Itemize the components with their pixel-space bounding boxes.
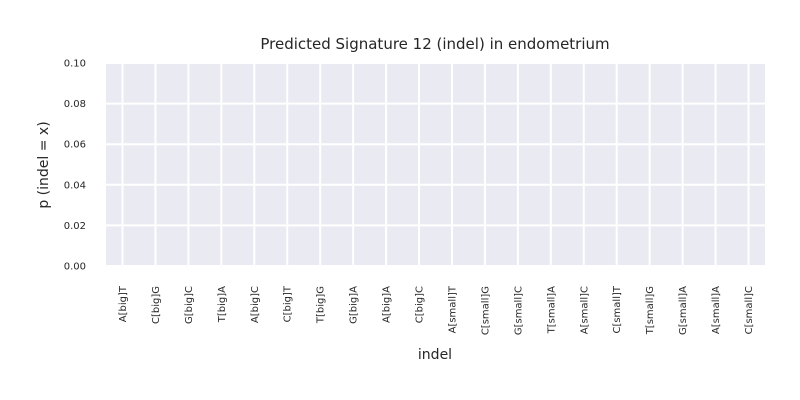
x-tick-label: T[small]G — [645, 286, 656, 335]
y-tick-label: 0.04 — [64, 180, 86, 191]
x-tick-label: A[small]A — [711, 286, 722, 334]
chart-title: Predicted Signature 12 (indel) in endome… — [260, 35, 609, 53]
x-tick-label: T[small]A — [546, 286, 557, 335]
x-tick-label: T[big]A — [217, 286, 228, 323]
y-tick-label: 0.02 — [64, 221, 86, 232]
x-tick-label: A[big]C — [250, 286, 261, 323]
x-tick-label: C[big]C — [415, 286, 426, 323]
x-tick-label: C[small]C — [744, 286, 755, 334]
x-tick-label: A[small]C — [579, 286, 590, 334]
y-tick-label: 0.06 — [64, 140, 86, 151]
x-tick-label: G[big]C — [184, 286, 195, 324]
x-tick-label: A[small]T — [447, 285, 458, 333]
x-tick-label: G[big]A — [349, 286, 360, 324]
y-ticks: 0.00 0.02 0.04 0.06 0.08 0.10 — [64, 59, 86, 273]
x-tick-label: C[small]T — [612, 285, 623, 333]
x-tick-label: A[big]T — [118, 285, 129, 322]
y-tick-label: 0.00 — [64, 262, 86, 273]
x-tick-label: A[big]A — [382, 286, 393, 323]
x-tick-label: T[big]G — [316, 286, 327, 324]
x-ticks: A[big]T C[big]G G[big]C T[big]A A[big]C C[big… — [118, 285, 755, 335]
plot-area — [106, 63, 765, 266]
x-tick-label: G[small]C — [513, 286, 524, 335]
grid — [106, 62, 765, 267]
y-axis-label: p (indel = x) — [36, 121, 52, 208]
x-tick-label: C[small]G — [480, 286, 491, 335]
y-tick-label: 0.10 — [64, 59, 86, 70]
x-tick-label: C[big]G — [151, 286, 162, 324]
y-tick-label: 0.08 — [64, 99, 86, 110]
x-axis-label: indel — [418, 347, 452, 363]
x-tick-label: C[big]T — [283, 285, 294, 322]
x-tick-label: G[small]A — [678, 286, 689, 335]
